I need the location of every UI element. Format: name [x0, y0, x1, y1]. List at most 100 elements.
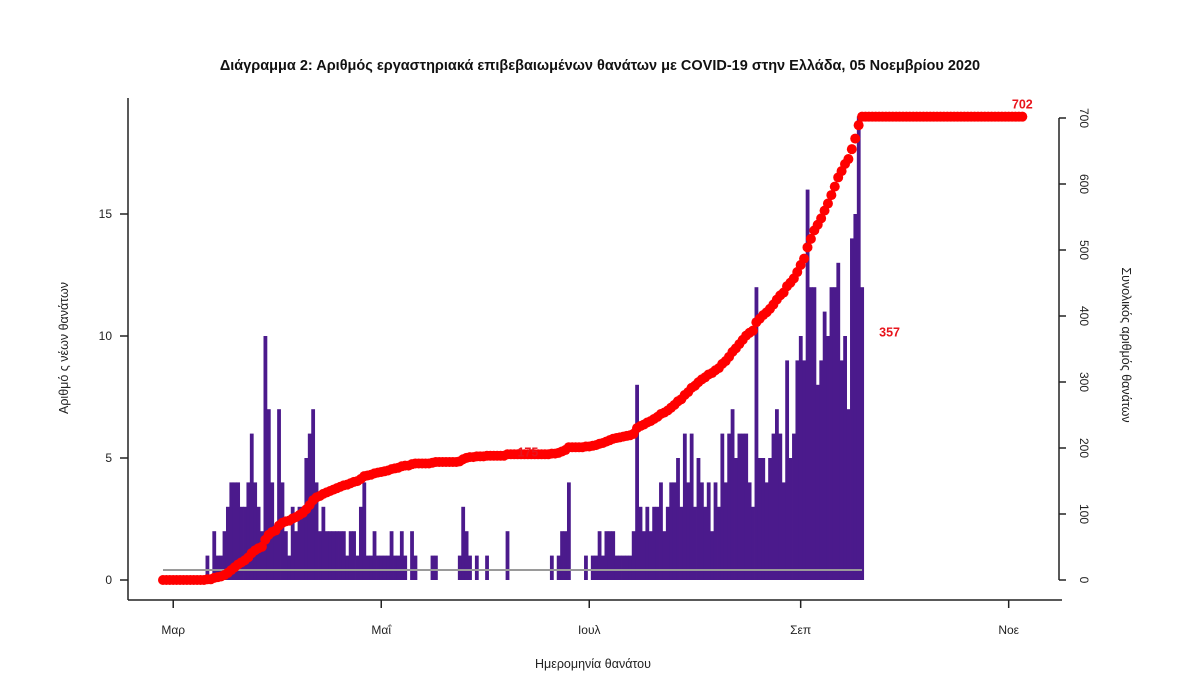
bar: [798, 336, 803, 580]
bar: [376, 555, 380, 580]
bar: [249, 433, 254, 580]
bar: [788, 458, 793, 580]
bar: [809, 287, 813, 580]
cumulative-point: [799, 253, 810, 264]
bar: [757, 458, 762, 580]
cumulative-point: [846, 144, 857, 155]
bar: [403, 555, 408, 580]
cumulative-point: [850, 133, 861, 144]
bar: [611, 531, 616, 580]
bar: [686, 482, 691, 580]
bar: [464, 531, 469, 580]
bar: [676, 458, 680, 580]
bar: [781, 482, 786, 580]
bar: [642, 531, 646, 580]
bar: [693, 506, 697, 580]
bar: [679, 506, 684, 580]
bar: [345, 555, 350, 580]
axes-group: 0 5 10 15 Μαρ Μαΐ Ιουλ Σεπ Νοε 0 100 200 300 400 500 60…: [99, 98, 1091, 637]
y2-tick-label: 600: [1077, 174, 1091, 194]
bar: [597, 531, 602, 580]
bar: [652, 506, 657, 580]
bars-group: [205, 116, 865, 581]
y2-tick-label: 0: [1077, 577, 1091, 584]
cumulative-annotation: 702: [1012, 98, 1033, 112]
bar: [717, 506, 721, 580]
bar: [829, 287, 834, 580]
bar: [696, 458, 701, 580]
bar: [225, 506, 230, 580]
bar: [314, 482, 319, 580]
bar: [283, 531, 288, 580]
bar: [294, 531, 298, 580]
y2-tick-label: 700: [1077, 108, 1091, 128]
y-tick-label: 5: [105, 451, 112, 465]
bar: [324, 531, 329, 580]
bar: [382, 555, 387, 580]
bar: [624, 555, 629, 580]
bar: [461, 506, 466, 580]
bar: [355, 555, 360, 580]
bar: [341, 531, 346, 580]
bar: [232, 482, 237, 580]
bar: [737, 433, 742, 580]
bar: [614, 555, 619, 580]
bar: [819, 360, 824, 580]
bar: [703, 506, 708, 580]
bar: [775, 409, 779, 580]
y-axis-label: Αριθμό ς νέων θανάτων: [57, 282, 71, 414]
chart-title: Διάγραμμα 2: Αριθμός εργαστηριακά επιβεβ…: [219, 58, 981, 74]
bar: [328, 531, 333, 580]
bar: [665, 506, 670, 580]
y-tick-label: 15: [99, 207, 113, 221]
bar: [655, 506, 660, 580]
bar: [740, 433, 745, 580]
bar: [604, 531, 609, 580]
bar: [648, 531, 653, 580]
bar: [689, 433, 694, 580]
bar: [389, 531, 394, 580]
bar: [386, 555, 391, 580]
bar: [348, 531, 353, 580]
bar: [434, 555, 438, 580]
bar: [635, 384, 639, 580]
bar: [764, 482, 769, 580]
bar: [638, 506, 643, 580]
annotations-group: 175 357 702: [517, 98, 1032, 460]
bar: [747, 482, 752, 580]
bar: [751, 506, 755, 580]
bar: [778, 433, 783, 580]
y-tick-label: 10: [99, 329, 113, 343]
bar: [843, 336, 847, 580]
bar: [239, 506, 244, 580]
bar: [607, 531, 612, 580]
bar: [795, 360, 800, 580]
bar: [805, 189, 810, 580]
bar: [822, 311, 827, 580]
bar: [734, 458, 738, 580]
bar: [699, 482, 704, 580]
bar: [631, 531, 636, 580]
bar: [318, 531, 322, 580]
bar: [601, 555, 605, 580]
bar: [430, 555, 435, 580]
bar: [335, 531, 339, 580]
bar: [266, 409, 271, 580]
bar: [566, 482, 571, 580]
cumulative-point: [843, 154, 854, 165]
y2-tick-label: 500: [1077, 240, 1091, 260]
bar: [669, 482, 674, 580]
bar: [754, 287, 759, 580]
bar: [720, 433, 725, 580]
bar: [659, 482, 663, 580]
bar: [393, 555, 397, 580]
bar: [706, 482, 711, 580]
bar: [826, 336, 830, 580]
bar: [744, 433, 749, 580]
bar: [563, 531, 568, 580]
bar: [846, 409, 851, 580]
bar: [662, 531, 667, 580]
bar: [246, 482, 251, 580]
cumulative-point: [826, 190, 837, 201]
bar: [358, 506, 363, 580]
